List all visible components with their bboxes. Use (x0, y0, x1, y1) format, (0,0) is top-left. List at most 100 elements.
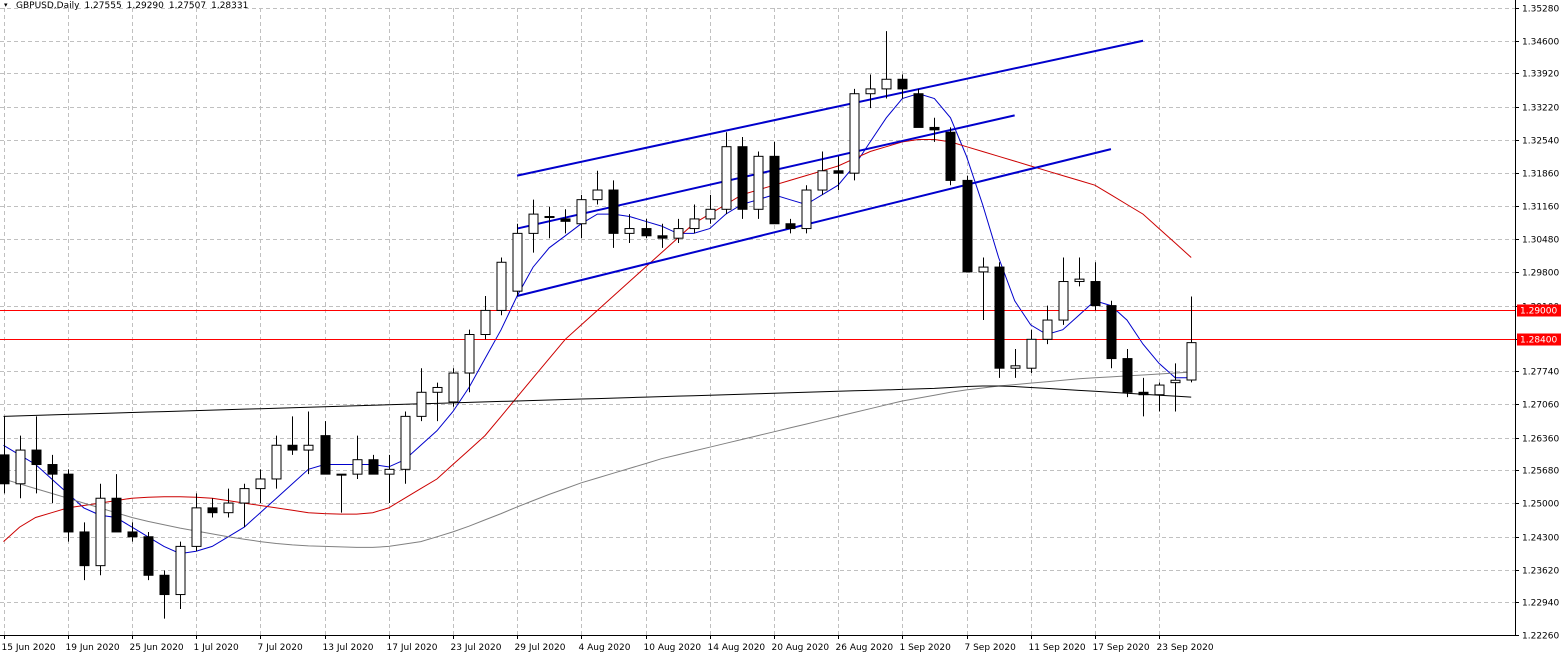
candle[interactable] (175, 541, 186, 609)
candle[interactable] (287, 416, 298, 455)
candle[interactable] (1106, 300, 1117, 369)
candle[interactable] (512, 223, 523, 296)
candle[interactable] (849, 88, 860, 181)
candle-body-bullish (849, 93, 860, 174)
candle[interactable] (1058, 257, 1069, 325)
candle[interactable] (865, 74, 876, 109)
horizontal-level-lines[interactable] (0, 310, 1515, 340)
candle-body-bullish (1074, 278, 1085, 283)
candle[interactable] (801, 185, 812, 234)
candle[interactable] (978, 257, 989, 321)
candle[interactable] (159, 570, 170, 619)
candle[interactable] (31, 416, 42, 494)
candle[interactable] (785, 218, 796, 234)
candle[interactable] (1026, 329, 1037, 374)
candle[interactable] (15, 435, 26, 499)
candle-body-bullish (448, 372, 459, 403)
candle[interactable] (47, 454, 58, 504)
candle[interactable] (448, 368, 459, 407)
trend-channel-line[interactable] (516, 39, 1144, 177)
trend-channel-lines[interactable] (516, 39, 1144, 297)
candle[interactable] (127, 522, 138, 542)
candle[interactable] (1090, 262, 1101, 311)
candle[interactable] (223, 488, 234, 518)
candle[interactable] (560, 209, 571, 234)
candle[interactable] (929, 117, 940, 142)
candle[interactable] (897, 74, 908, 99)
candle[interactable] (400, 411, 411, 484)
candle[interactable] (496, 257, 507, 316)
trend-channel-line[interactable] (516, 148, 1112, 297)
candle[interactable] (721, 132, 732, 215)
candle[interactable] (608, 180, 619, 248)
candle[interactable] (207, 498, 218, 518)
time-tick-label: 7 Sep 2020 (965, 643, 1017, 653)
candle[interactable] (143, 531, 154, 581)
candle-body-bearish (207, 507, 218, 514)
candle-body-bullish (303, 444, 314, 451)
candle[interactable] (79, 522, 90, 581)
candle[interactable] (1138, 377, 1149, 417)
candles[interactable] (0, 31, 1197, 619)
candle[interactable] (945, 127, 956, 186)
time-tick-label: 11 Sep 2020 (1029, 643, 1086, 653)
time-tick-label: 14 Aug 2020 (708, 643, 766, 653)
candle[interactable] (641, 218, 652, 239)
candle[interactable] (673, 218, 684, 244)
candle[interactable] (705, 194, 716, 224)
candle[interactable] (191, 493, 202, 552)
candle[interactable] (480, 295, 491, 340)
candle-body-bearish (320, 435, 331, 475)
candle[interactable] (1122, 348, 1133, 398)
candle[interactable] (320, 421, 331, 475)
candle[interactable] (689, 204, 700, 234)
candle[interactable] (544, 206, 555, 239)
candle[interactable] (1186, 296, 1197, 383)
candle[interactable] (352, 435, 363, 479)
candle[interactable] (769, 141, 780, 225)
candle[interactable] (0, 416, 10, 494)
candle[interactable] (416, 368, 427, 422)
candle[interactable] (657, 223, 668, 248)
candle[interactable] (592, 170, 603, 205)
candle[interactable] (576, 194, 587, 239)
candle[interactable] (528, 199, 539, 253)
candle[interactable] (63, 469, 74, 542)
candle[interactable] (271, 435, 282, 489)
candle[interactable] (737, 137, 748, 219)
candle[interactable] (1042, 305, 1053, 345)
candle[interactable] (1010, 348, 1021, 378)
candle[interactable] (833, 156, 844, 191)
candle[interactable] (962, 175, 973, 273)
candle[interactable] (95, 483, 106, 576)
candle[interactable] (624, 214, 635, 244)
candle[interactable] (303, 411, 314, 475)
candle[interactable] (1154, 382, 1165, 412)
trend-channel-line[interactable] (516, 114, 1015, 230)
candle[interactable] (432, 382, 443, 422)
candle[interactable] (464, 329, 475, 393)
price-tick-label: 1.23620 (1522, 567, 1559, 577)
time-tick-label: 13 Jul 2020 (323, 643, 374, 653)
candle-body-bullish (576, 199, 587, 225)
level-price-tag (1517, 333, 1561, 346)
candle[interactable] (881, 31, 892, 99)
candle[interactable] (368, 454, 379, 475)
candle[interactable] (753, 151, 764, 219)
candle[interactable] (817, 151, 828, 195)
candle[interactable] (239, 483, 250, 528)
candle[interactable] (111, 474, 122, 533)
candle[interactable] (336, 473, 347, 513)
candle[interactable] (384, 454, 395, 504)
time-tick-label: 1 Sep 2020 (900, 643, 952, 653)
candle[interactable] (913, 88, 924, 128)
candle-body-bearish (31, 449, 42, 466)
price-tick-label: 1.27740 (1522, 368, 1559, 378)
candle[interactable] (1170, 363, 1181, 412)
candle[interactable] (994, 262, 1005, 378)
candle-body-bearish (47, 464, 58, 475)
candle[interactable] (1074, 257, 1085, 287)
candle[interactable] (255, 469, 266, 504)
